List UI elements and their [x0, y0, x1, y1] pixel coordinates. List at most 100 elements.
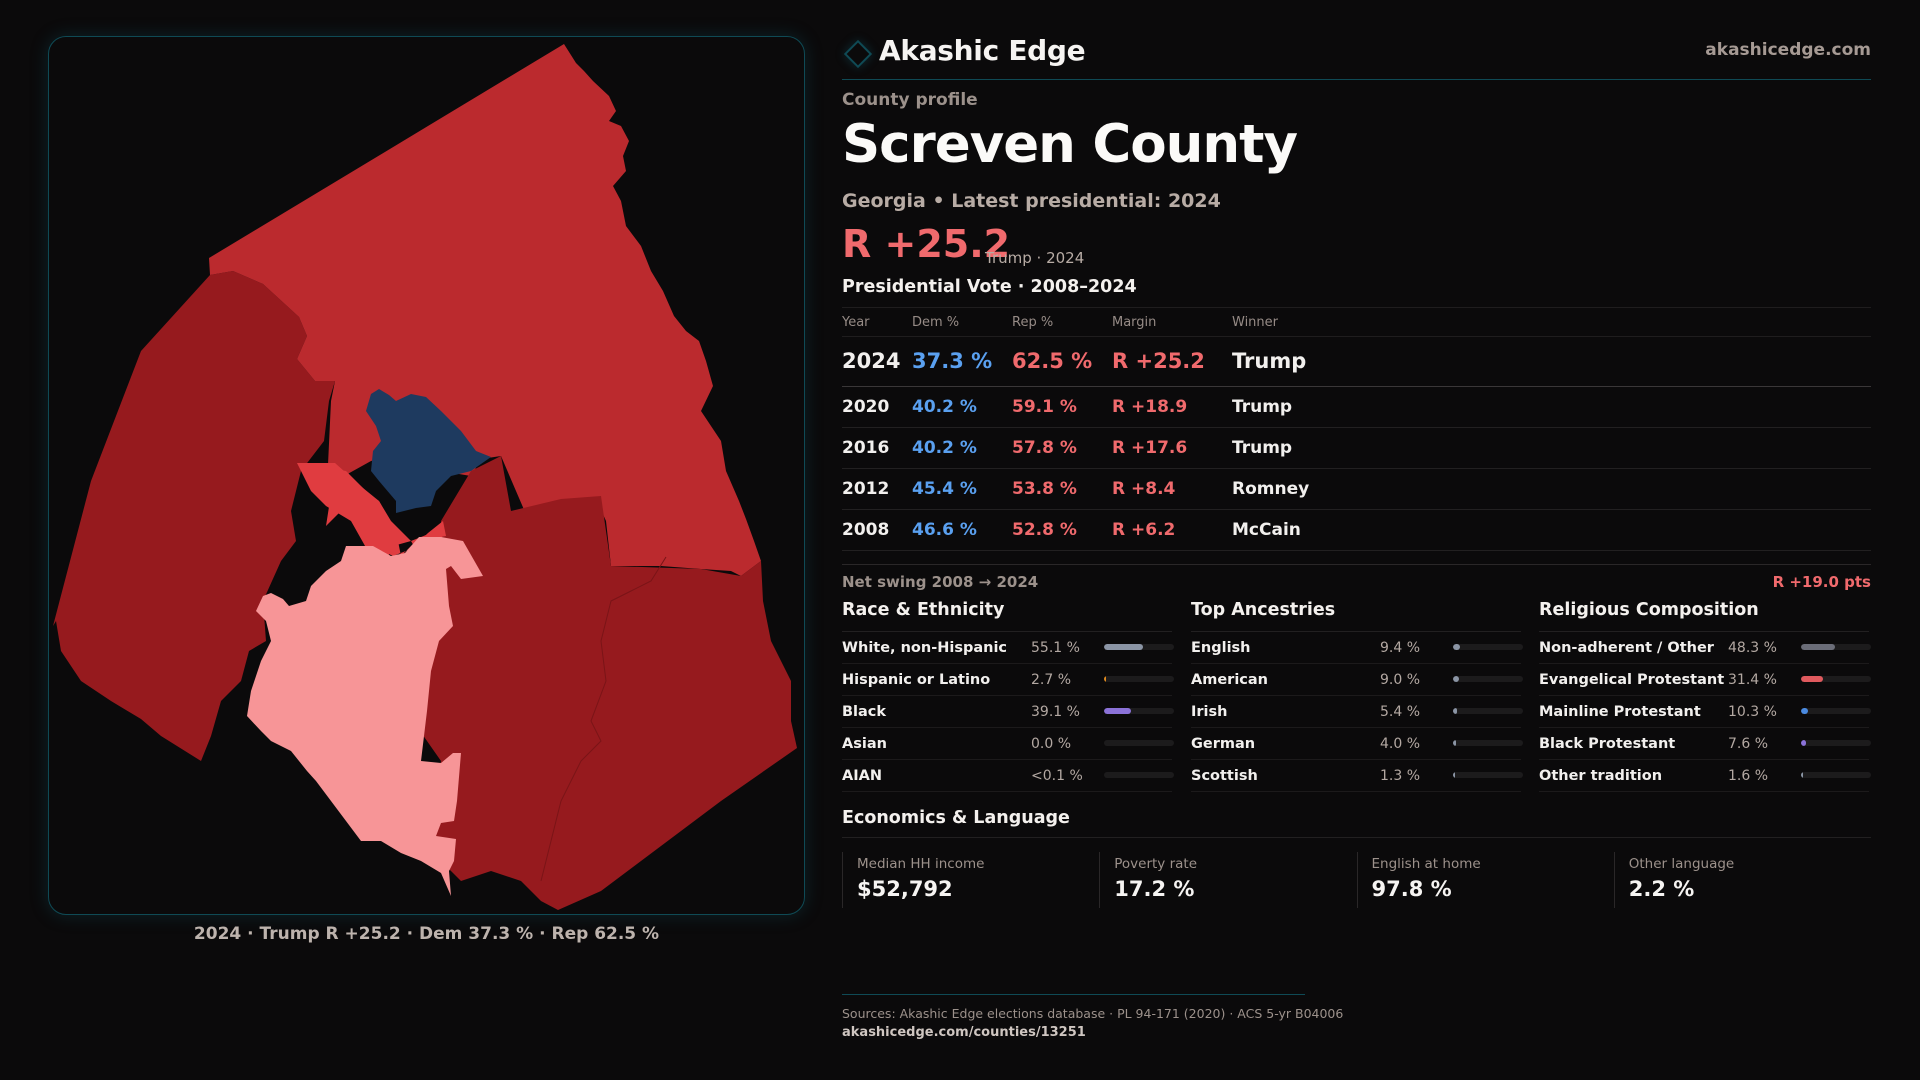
- diamond-logo-icon: [843, 39, 873, 69]
- religion-block: Religious Composition Non-adherent / Oth…: [1539, 600, 1871, 792]
- religion-row: Evangelical Protestant 31.4 %: [1539, 664, 1871, 696]
- cell-year: 2008: [842, 520, 890, 540]
- econ-label: Poverty rate: [1114, 856, 1198, 872]
- cell-margin: R +6.2: [1112, 520, 1176, 540]
- vote-table-header: Year Dem % Rep % Margin Winner: [842, 307, 1871, 337]
- map-caption: 2024 · Trump R +25.2 · Dem 37.3 % · Rep …: [193, 924, 660, 944]
- stat-bar-track: [1104, 740, 1174, 746]
- cell-dem: 40.2 %: [912, 438, 977, 458]
- col-rep: Rep %: [1012, 315, 1054, 330]
- vote-table-row: 2024 37.3 % 62.5 % R +25.2 Trump: [842, 337, 1871, 387]
- stat-bar-fill: [1104, 676, 1106, 682]
- cell-dem: 46.6 %: [912, 520, 977, 540]
- stat-bar-fill: [1801, 644, 1835, 650]
- cell-winner: Romney: [1232, 479, 1310, 499]
- ancestries-title: Top Ancestries: [1191, 600, 1521, 632]
- vote-table: Year Dem % Rep % Margin Winner 2024 37.3 …: [842, 307, 1871, 551]
- county-map: [48, 36, 805, 915]
- ancestry-row: Irish 5.4 %: [1191, 696, 1523, 728]
- stat-label: Evangelical Protestant: [1539, 672, 1725, 688]
- cell-dem: 37.3 %: [912, 349, 993, 373]
- stat-value: 10.3 %: [1728, 704, 1777, 720]
- brand-url-link[interactable]: akashicedge.com: [1705, 40, 1871, 60]
- cell-year: 2012: [842, 479, 890, 499]
- net-swing-value: R +19.0 pts: [1772, 573, 1871, 591]
- stat-label: Other tradition: [1539, 768, 1663, 784]
- race-ethnicity-block: Race & Ethnicity White, non-Hispanic 55.1…: [842, 600, 1174, 792]
- brand-header: Akashic Edge akashicedge.com: [842, 32, 1871, 80]
- col-year: Year: [842, 315, 870, 330]
- precinct-south[interactable]: [247, 537, 483, 896]
- stat-bar-track: [1801, 740, 1871, 746]
- precinct-east[interactable]: [399, 456, 797, 910]
- stat-label: Asian: [842, 736, 887, 752]
- econ-cell-income: Median HH income $52,792: [842, 852, 1099, 908]
- stat-bar-track: [1801, 708, 1871, 714]
- vote-table-row: 2012 45.4 % 53.8 % R +8.4 Romney: [842, 469, 1871, 510]
- stat-bar-track: [1453, 644, 1523, 650]
- footer-url-link[interactable]: akashicedge.com/counties/13251: [842, 1025, 1086, 1040]
- econ-label: Median HH income: [857, 856, 985, 872]
- economics-section: Economics & Language: [842, 808, 1871, 838]
- cell-year: 2024: [842, 349, 901, 373]
- precinct-west[interactable]: [53, 271, 335, 761]
- stat-bar-fill: [1104, 708, 1132, 714]
- econ-value: 97.8 %: [1371, 877, 1452, 901]
- econ-cell-other-language: Other language 2.2 %: [1613, 852, 1871, 908]
- religion-row: Mainline Protestant 10.3 %: [1539, 696, 1871, 728]
- precinct-north[interactable]: [209, 44, 761, 576]
- cell-rep: 52.8 %: [1012, 520, 1077, 540]
- stat-bar-fill: [1104, 644, 1143, 650]
- cell-dem: 40.2 %: [912, 397, 977, 417]
- stat-label: Hispanic or Latino: [842, 672, 991, 688]
- net-swing-label: Net swing 2008 → 2024: [842, 573, 1039, 591]
- vote-table-row: 2008 46.6 % 52.8 % R +6.2 McCain: [842, 510, 1871, 551]
- stat-bar-track: [1104, 676, 1174, 682]
- stat-label: Non-adherent / Other: [1539, 640, 1714, 656]
- cell-rep: 62.5 %: [1012, 349, 1093, 373]
- county-profile-panel: Akashic Edge akashicedge.com County prof…: [842, 0, 1871, 1080]
- precinct-map-svg: [53, 44, 797, 910]
- religion-title: Religious Composition: [1539, 600, 1869, 632]
- economics-title: Economics & Language: [842, 808, 1070, 828]
- ancestry-row: Scottish 1.3 %: [1191, 760, 1523, 792]
- page-title: Screven County: [842, 114, 1298, 175]
- stat-value: <0.1 %: [1031, 768, 1083, 784]
- stat-value: 2.7 %: [1031, 672, 1072, 688]
- race-row: Asian 0.0 %: [842, 728, 1174, 760]
- stat-bar-track: [1453, 676, 1523, 682]
- brand-name: Akashic Edge: [879, 34, 1086, 67]
- econ-cell-poverty: Poverty rate 17.2 %: [1099, 852, 1356, 908]
- col-dem: Dem %: [912, 315, 960, 330]
- stat-bar-track: [1453, 772, 1523, 778]
- econ-cell-english: English at home 97.8 %: [1356, 852, 1614, 908]
- precinct-dem[interactable]: [366, 389, 491, 513]
- cell-winner: Trump: [1232, 397, 1293, 417]
- stat-label: American: [1191, 672, 1268, 688]
- stat-value: 1.6 %: [1728, 768, 1769, 784]
- cell-margin: R +17.6: [1112, 438, 1188, 458]
- stat-bar-track: [1453, 708, 1523, 714]
- stat-label: Mainline Protestant: [1539, 704, 1701, 720]
- col-margin: Margin: [1112, 315, 1157, 330]
- stat-label: Black: [842, 704, 887, 720]
- stat-bar-fill: [1801, 740, 1807, 746]
- cell-year: 2020: [842, 397, 890, 417]
- stat-bar-fill: [1453, 644, 1460, 650]
- stat-value: 9.0 %: [1380, 672, 1421, 688]
- econ-label: Other language: [1628, 856, 1735, 872]
- stat-bar-track: [1104, 644, 1174, 650]
- stat-bar-track: [1453, 740, 1523, 746]
- religion-row: Black Protestant 7.6 %: [1539, 728, 1871, 760]
- stat-bar-fill: [1453, 740, 1456, 746]
- ancestries-block: Top Ancestries English 9.4 % American 9.0 %…: [1191, 600, 1523, 792]
- precinct-center-south[interactable]: [297, 463, 444, 576]
- econ-value: 17.2 %: [1114, 877, 1195, 901]
- profile-subtitle: Georgia • Latest presidential: 2024: [842, 190, 1221, 212]
- race-row: White, non-Hispanic 55.1 %: [842, 632, 1174, 664]
- stat-bar-track: [1801, 676, 1871, 682]
- stat-value: 1.3 %: [1380, 768, 1421, 784]
- stat-bar-fill: [1453, 676, 1460, 682]
- stat-bar-track: [1801, 772, 1871, 778]
- race-row: Black 39.1 %: [842, 696, 1174, 728]
